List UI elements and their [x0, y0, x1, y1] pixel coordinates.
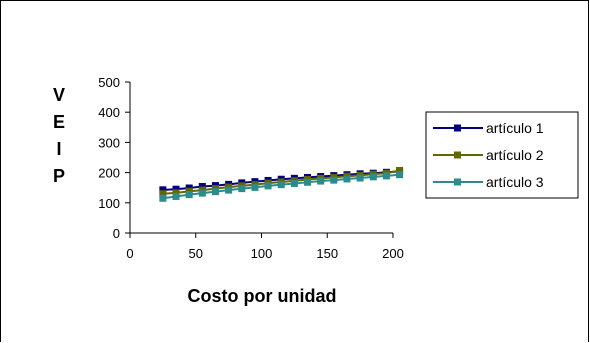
x-axis-title: Costo por unidad	[188, 286, 337, 306]
legend-swatch-marker	[454, 124, 461, 132]
x-tick-label: 100	[251, 246, 273, 261]
data-point	[396, 171, 404, 179]
data-point	[198, 189, 206, 197]
y-axis-title-letter: V	[53, 85, 65, 105]
series-3	[159, 171, 404, 202]
y-tick-label: 400	[98, 105, 120, 120]
data-point	[382, 172, 390, 180]
legend-label: artículo 1	[486, 120, 544, 136]
data-point	[317, 177, 325, 185]
legend-swatch-marker	[454, 178, 461, 186]
data-point	[211, 188, 219, 196]
legend-item-1: artículo 1	[433, 120, 544, 136]
legend: artículo 1 artículo 2 artículo 3	[425, 111, 579, 199]
data-point	[159, 194, 167, 202]
series-group	[159, 166, 404, 202]
axes	[125, 81, 394, 238]
legend-item-3: artículo 3	[433, 174, 544, 190]
data-point	[290, 179, 298, 187]
y-tick-label: 300	[98, 135, 120, 150]
data-point	[396, 166, 404, 174]
data-point	[330, 176, 338, 184]
data-point	[369, 173, 377, 181]
data-point	[159, 190, 167, 198]
data-point	[343, 175, 351, 183]
data-point	[251, 183, 259, 191]
x-tick-label: 0	[126, 246, 133, 261]
data-point	[238, 185, 246, 193]
data-point	[172, 192, 180, 200]
y-tick-label: 200	[98, 166, 120, 181]
y-axis-title-letter: I	[56, 139, 61, 159]
tick-labels: 0 100 200 300 400 500 0 50 100 150 200	[98, 75, 404, 261]
y-tick-label: 0	[113, 226, 120, 241]
legend-label: artículo 2	[486, 147, 544, 163]
x-tick-label: 150	[316, 246, 338, 261]
y-tick-label: 100	[98, 196, 120, 211]
y-axis-title-letter: P	[53, 166, 65, 186]
data-point	[172, 189, 180, 197]
data-point	[264, 182, 272, 190]
x-tick-label: 50	[189, 246, 203, 261]
data-point	[304, 178, 312, 186]
data-point	[277, 181, 285, 189]
y-axis-title-letter: E	[53, 112, 65, 132]
data-point	[159, 186, 167, 194]
data-point	[172, 185, 180, 193]
data-point	[356, 174, 364, 182]
legend-label: artículo 3	[486, 174, 544, 190]
data-point	[185, 191, 193, 199]
x-tick-label: 200	[382, 246, 404, 261]
data-point	[198, 182, 206, 190]
y-tick-label: 500	[98, 75, 120, 90]
legend-swatch-marker	[454, 151, 461, 159]
legend-item-2: artículo 2	[433, 147, 544, 163]
data-point	[225, 186, 233, 194]
